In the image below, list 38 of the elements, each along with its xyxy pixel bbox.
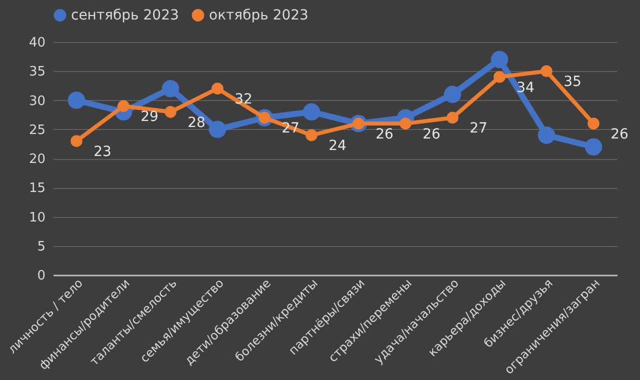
point	[208, 120, 226, 138]
point	[118, 100, 130, 112]
y-tick-label: 15	[28, 181, 46, 196]
data-label: 26	[422, 126, 440, 143]
data-label: 26	[376, 126, 394, 143]
data-label: 27	[470, 120, 488, 137]
point	[446, 112, 458, 124]
point	[68, 92, 86, 109]
point	[70, 135, 82, 147]
point	[400, 118, 412, 130]
legend-label: октябрь 2023	[209, 7, 308, 24]
y-tick-label: 0	[37, 268, 46, 284]
y-tick-label: 35	[28, 64, 46, 80]
data-label: 23	[94, 144, 112, 160]
y-tick-label: 25	[28, 122, 46, 138]
point	[490, 50, 508, 68]
point	[162, 80, 180, 98]
y-tick-label: 20	[28, 152, 46, 167]
point	[444, 86, 462, 104]
y-tick-label: 10	[28, 210, 46, 226]
data-label: 35	[564, 74, 582, 90]
data-label: 26	[610, 126, 628, 143]
point	[306, 129, 318, 142]
data-label: 29	[140, 109, 158, 126]
y-tick-label: 40	[28, 36, 46, 50]
y-tick-label: 5	[37, 239, 46, 254]
point	[494, 71, 506, 83]
legend-label: сентябрь 2023	[71, 7, 179, 24]
point	[584, 138, 602, 156]
point	[540, 65, 552, 78]
y-tick-label: 30	[28, 94, 46, 109]
point	[212, 82, 224, 95]
data-label: 28	[188, 114, 206, 131]
point	[164, 106, 176, 118]
point	[588, 118, 600, 130]
point	[538, 126, 556, 144]
point	[302, 103, 320, 121]
data-label: 24	[328, 138, 346, 154]
